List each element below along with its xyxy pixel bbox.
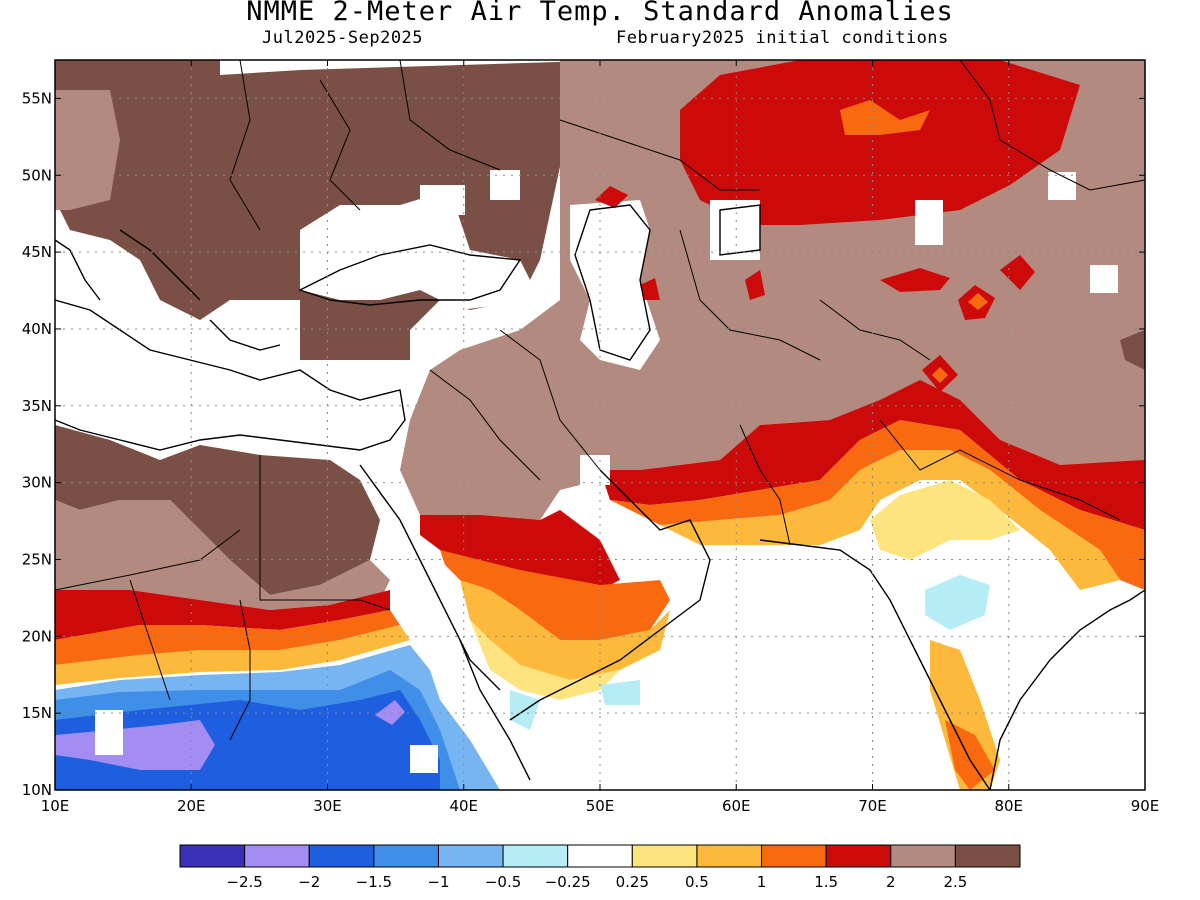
legend-swatch — [954, 844, 1021, 868]
anomaly-region-siberia — [680, 60, 1080, 225]
anomaly-region-arabia — [420, 510, 620, 590]
legend-label: 1 — [757, 873, 767, 891]
lon-label: 60E — [722, 797, 751, 815]
legend-swatch — [761, 844, 827, 868]
legend-swatch — [825, 844, 892, 868]
initial-conditions: February2025 initial conditions — [616, 28, 949, 48]
legend-swatch — [631, 844, 698, 868]
lat-label: 25N — [22, 550, 52, 568]
legend-label: 2.5 — [943, 873, 967, 891]
map-title: NMME 2-Meter Air Temp. Standard Anomalie… — [246, 0, 954, 27]
legend-swatch — [437, 844, 504, 868]
legend-label: 1.5 — [814, 873, 838, 891]
lon-label: 80E — [994, 797, 1023, 815]
legend-label: −2.5 — [226, 873, 262, 891]
legend-swatch — [502, 844, 569, 868]
country-borders — [55, 60, 1145, 741]
lon-label: 70E — [858, 797, 887, 815]
axis-ticks — [54, 60, 1146, 791]
lon-label: 30E — [313, 797, 342, 815]
lon-label: 20E — [177, 797, 206, 815]
color-legend-labels: −2.5 −2 −1.5 −1 −0.5 −0.25 0.25 0.5 1 1.5 2 2.5 — [226, 873, 967, 891]
lon-label: 40E — [449, 797, 478, 815]
lon-label: 10E — [41, 797, 70, 815]
lat-label: 35N — [22, 397, 52, 415]
legend-swatch — [696, 844, 763, 868]
anomaly-region-sahara — [55, 425, 380, 595]
legend-label: −1 — [427, 873, 449, 891]
anomaly-field — [55, 60, 1145, 790]
lat-label: 40N — [22, 320, 52, 338]
lat-label: 15N — [22, 704, 52, 722]
forecast-period: Jul2025-Sep2025 — [262, 28, 424, 48]
color-legend — [179, 844, 1021, 868]
lat-label: 30N — [22, 474, 52, 492]
legend-label: 0.25 — [616, 873, 649, 891]
legend-label: −1.5 — [356, 873, 392, 891]
legend-swatch — [567, 844, 633, 868]
grid-lines — [55, 60, 1145, 790]
longitude-labels: 10E 20E 30E 40E 50E 60E 70E 80E 90E — [41, 797, 1160, 815]
lat-label: 45N — [22, 243, 52, 261]
coastlines — [55, 204, 1145, 790]
legend-swatch — [308, 844, 375, 868]
legend-label: 2 — [886, 873, 896, 891]
lat-label: 10N — [22, 781, 52, 799]
legend-label: −0.25 — [545, 873, 591, 891]
lat-label: 20N — [22, 627, 52, 645]
legend-swatch — [179, 844, 246, 868]
lat-label: 50N — [22, 166, 52, 184]
legend-swatch — [890, 844, 956, 868]
legend-label: −0.5 — [485, 873, 521, 891]
legend-label: 0.5 — [685, 873, 709, 891]
latitude-labels: 10N 15N 20N 25N 30N 35N 40N 45N 50N 55N — [22, 89, 52, 799]
legend-label: −2 — [298, 873, 320, 891]
lat-label: 55N — [22, 89, 52, 107]
legend-swatch — [244, 844, 310, 868]
legend-swatch — [373, 844, 439, 868]
lon-label: 50E — [586, 797, 615, 815]
lon-label: 90E — [1131, 797, 1160, 815]
